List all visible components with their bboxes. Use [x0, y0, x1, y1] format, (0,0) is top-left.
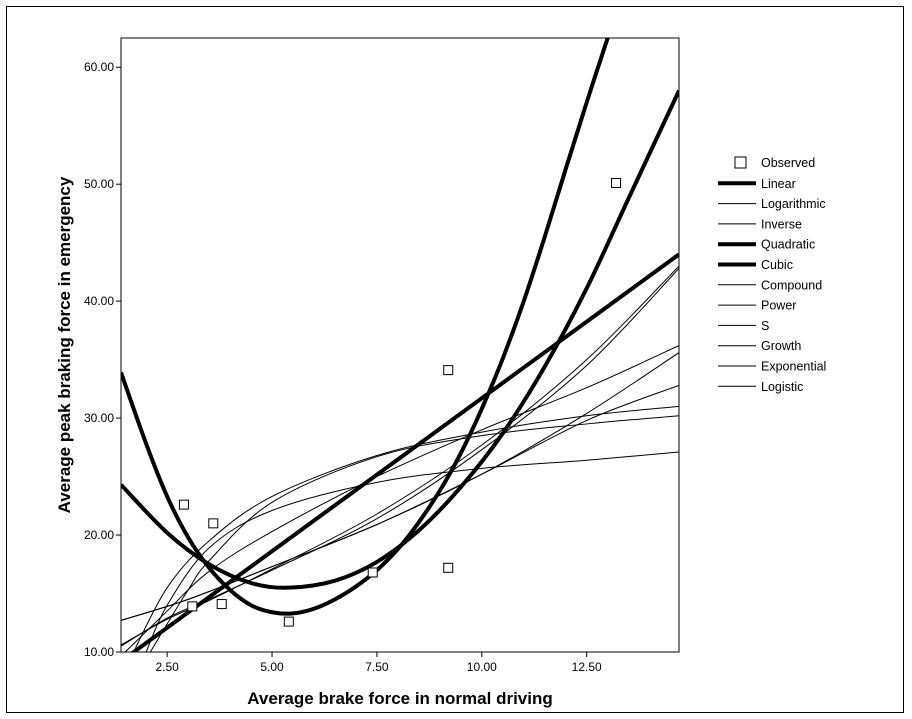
observed-point [283, 616, 294, 627]
legend-label-logistic: Logistic [761, 380, 803, 394]
curve-power [124, 345, 679, 652]
legend-label-observed: Observed [761, 156, 815, 170]
y-axis-label: Average peak braking force in emergency [55, 176, 74, 513]
legend-label-power: Power [761, 299, 796, 313]
legend-label-cubic: Cubic [761, 258, 793, 272]
x-axis-label: Average brake force in normal driving [247, 689, 552, 708]
x-tick-label: 5.00 [260, 660, 284, 674]
observed-point [367, 567, 378, 578]
x-tick-label: 2.50 [155, 660, 179, 674]
observed-point [611, 178, 622, 189]
legend-label-logarithmic: Logarithmic [761, 197, 826, 211]
y-tick-label: 30.00 [84, 411, 114, 425]
curve-quadratic [121, 89, 679, 590]
legend-label-compound: Compound [761, 278, 822, 292]
curve-s [149, 415, 679, 652]
observed-points [178, 178, 622, 627]
y-tick-label: 50.00 [84, 177, 114, 191]
x-tick-label: 7.50 [365, 660, 389, 674]
legend-label-growth: Growth [761, 339, 801, 353]
curve-inverse [145, 451, 679, 652]
x-tick-label: 10.00 [467, 660, 497, 674]
legend-label-quadratic: Quadratic [761, 238, 815, 252]
legend-label-exponential: Exponential [761, 360, 826, 374]
legend-label-inverse: Inverse [761, 217, 802, 231]
legend: Observed Linear Logarithmic Inverse Quadrati… [718, 156, 826, 394]
legend-label-s: S [761, 319, 769, 333]
x-tick-label: 12.50 [572, 660, 602, 674]
observed-point [216, 599, 227, 610]
x-axis-ticks: 2.50 5.00 7.50 10.00 12.50 [155, 652, 602, 674]
y-tick-label: 10.00 [84, 645, 114, 659]
curve-logarithmic [133, 405, 679, 652]
observed-point [208, 518, 219, 529]
curve-exponential [121, 268, 679, 647]
legend-observed-marker [734, 156, 747, 169]
curve-growth [121, 352, 679, 621]
observed-point [443, 365, 454, 376]
legend-label-linear: Linear [761, 177, 796, 191]
y-tick-label: 40.00 [84, 294, 114, 308]
chart-frame [6, 6, 904, 713]
y-axis-ticks: 10.00 20.00 30.00 40.00 50.00 60.00 [84, 60, 121, 659]
curve-logistic [121, 265, 679, 646]
observed-point [443, 562, 454, 573]
observed-point [178, 499, 189, 510]
observed-point [187, 601, 198, 612]
curve-linear [130, 252, 679, 652]
y-tick-label: 20.00 [84, 528, 114, 542]
y-tick-label: 60.00 [84, 60, 114, 74]
